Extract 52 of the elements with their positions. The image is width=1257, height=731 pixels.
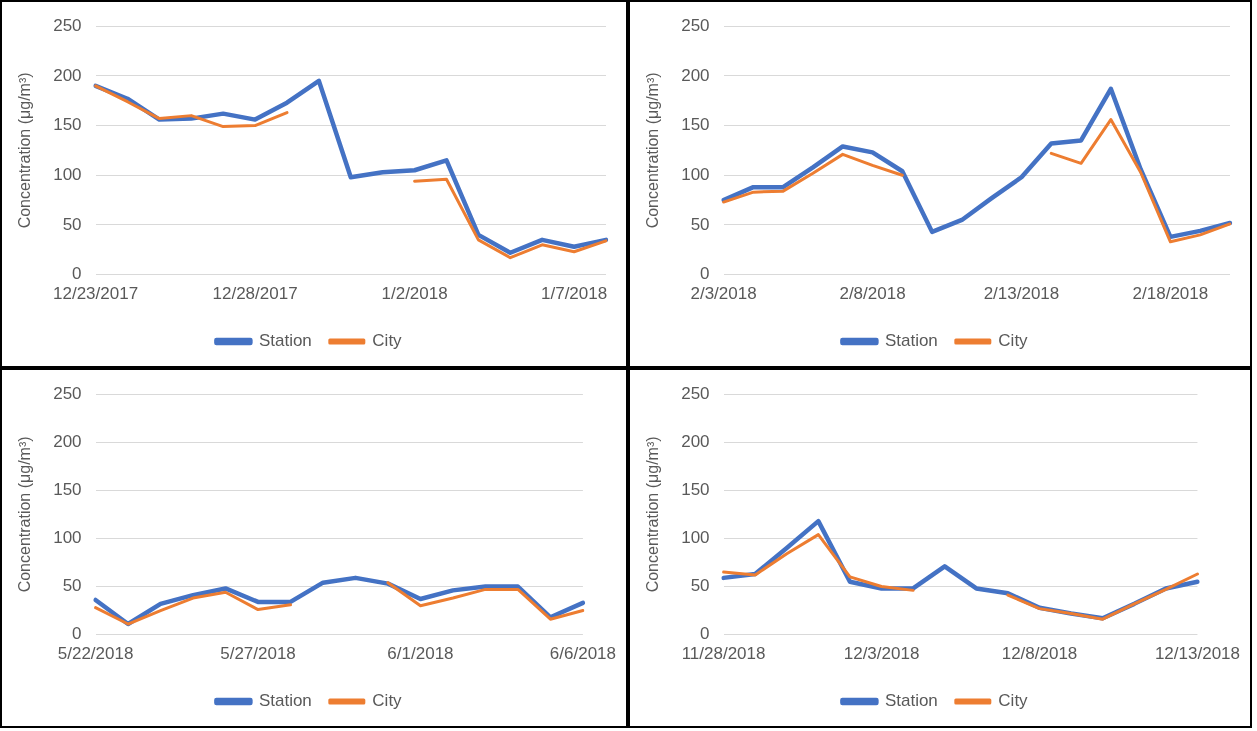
x-tick-label: 12/23/2017 bbox=[53, 284, 139, 304]
x-tick-label: 1/2/2018 bbox=[381, 284, 448, 304]
y-tick-label: 0 bbox=[72, 624, 82, 644]
y-tick-label: 100 bbox=[53, 528, 82, 548]
legend-label: Station bbox=[258, 331, 312, 351]
y-axis-title: Concentration (μg/m³) bbox=[16, 436, 34, 593]
x-tick-label: 5/22/2018 bbox=[57, 644, 134, 664]
x-tick-label: 1/7/2018 bbox=[541, 284, 608, 304]
x-tick-label: 2/3/2018 bbox=[690, 284, 757, 304]
x-tick-label: 2/8/2018 bbox=[839, 284, 906, 304]
y-tick-label: 100 bbox=[681, 528, 710, 548]
x-tick-label: 12/13/2018 bbox=[1154, 644, 1241, 664]
y-tick-label: 0 bbox=[700, 264, 710, 284]
y-tick-label: 200 bbox=[53, 65, 82, 85]
legend-label: Station bbox=[884, 691, 938, 711]
y-tick-label: 50 bbox=[690, 214, 710, 234]
y-tick-label: 0 bbox=[72, 264, 82, 284]
y-tick-label: 150 bbox=[681, 480, 710, 500]
y-axis-title: Concentration (μg/m³) bbox=[16, 72, 34, 229]
x-tick-label: 6/1/2018 bbox=[387, 644, 454, 664]
y-tick-label: 250 bbox=[53, 383, 82, 403]
y-tick-label: 250 bbox=[53, 15, 82, 35]
y-tick-label: 100 bbox=[53, 164, 82, 184]
y-tick-label: 50 bbox=[62, 214, 82, 234]
y-tick-label: 100 bbox=[681, 164, 710, 184]
legend-label: Station bbox=[258, 691, 312, 711]
y-tick-label: 250 bbox=[681, 383, 710, 403]
legend-label: City bbox=[998, 331, 1029, 351]
legend-label: City bbox=[998, 691, 1029, 711]
y-tick-label: 150 bbox=[53, 480, 82, 500]
x-tick-label: 12/28/2017 bbox=[212, 284, 298, 304]
x-tick-label: 12/3/2018 bbox=[843, 644, 920, 664]
y-tick-label: 50 bbox=[62, 576, 82, 596]
legend-label: City bbox=[372, 691, 403, 711]
x-tick-label: 12/8/2018 bbox=[1001, 644, 1078, 664]
y-tick-label: 0 bbox=[700, 624, 710, 644]
y-axis-title: Concentration (μg/m³) bbox=[644, 436, 662, 593]
y-tick-label: 200 bbox=[681, 431, 710, 451]
y-tick-label: 150 bbox=[681, 115, 710, 135]
y-tick-label: 200 bbox=[53, 431, 82, 451]
x-tick-label: 11/28/2018 bbox=[681, 644, 766, 664]
x-tick-label: 2/13/2018 bbox=[983, 284, 1060, 304]
y-tick-label: 50 bbox=[690, 576, 710, 596]
x-tick-label: 2/18/2018 bbox=[1132, 284, 1209, 304]
y-axis-title: Concentration (μg/m³) bbox=[644, 72, 662, 229]
y-tick-label: 200 bbox=[681, 65, 710, 85]
x-tick-label: 5/27/2018 bbox=[220, 644, 296, 664]
x-tick-label: 6/6/2018 bbox=[549, 644, 617, 664]
y-tick-label: 150 bbox=[53, 115, 82, 135]
legend-label: City bbox=[372, 331, 403, 351]
legend-label: Station bbox=[884, 331, 938, 351]
y-tick-label: 250 bbox=[681, 15, 710, 35]
